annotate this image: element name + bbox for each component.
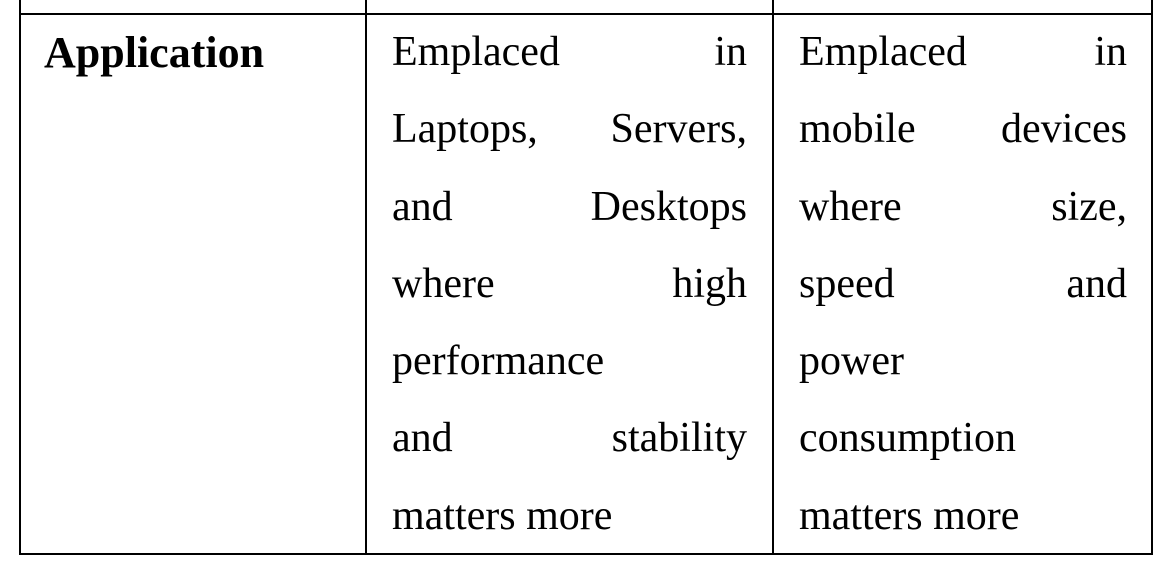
- text-line: Laptops, Servers,: [392, 91, 747, 168]
- text-word: Laptops,: [392, 106, 538, 153]
- text-word: and: [392, 415, 453, 462]
- text-line: mobile devices: [799, 91, 1127, 168]
- text-line: and stability: [392, 400, 747, 477]
- row-divider: [19, 13, 1153, 15]
- text-line: where size,: [799, 169, 1127, 246]
- text-word: Emplaced: [392, 29, 560, 75]
- text-word: Desktops: [590, 183, 747, 230]
- text-word: high: [672, 260, 747, 307]
- text-word: stability: [611, 415, 747, 462]
- text-word: devices: [1001, 106, 1127, 153]
- text-word: where: [392, 260, 495, 307]
- column-divider-2: [772, 0, 774, 555]
- table-frame: [19, 0, 1153, 555]
- text-word: Servers,: [610, 106, 747, 153]
- text-line: where high: [392, 246, 747, 323]
- text-word: consumption: [799, 415, 1016, 462]
- text-word: performance: [392, 338, 605, 385]
- text-word: mobile: [799, 106, 916, 153]
- column-divider-1: [365, 0, 367, 555]
- text-word: matters more: [799, 492, 1020, 539]
- text-word: where: [799, 183, 902, 230]
- text-line: performance: [392, 323, 747, 400]
- text-line: power: [799, 323, 1127, 400]
- text-word: in: [1094, 29, 1127, 75]
- text-word: and: [1066, 260, 1127, 307]
- text-line: and Desktops: [392, 169, 747, 246]
- text-word: power: [799, 338, 904, 385]
- text-word: in: [714, 29, 747, 75]
- text-line: matters more: [392, 478, 747, 555]
- row-label-application: Application: [44, 28, 265, 77]
- text-word: matters more: [392, 492, 613, 539]
- text-line: Emplaced in: [392, 14, 747, 91]
- text-word: Emplaced: [799, 29, 967, 75]
- text-line: Emplaced in: [799, 14, 1127, 91]
- text-word: and: [392, 183, 453, 230]
- cell-mobile-application: Emplaced in mobile devices where size, speed an…: [799, 14, 1127, 555]
- text-line: matters more: [799, 478, 1127, 555]
- text-line: consumption: [799, 400, 1127, 477]
- cell-desktop-application: Emplaced in Laptops, Servers, and Desktops whe…: [392, 14, 747, 555]
- text-line: speed and: [799, 246, 1127, 323]
- text-word: size,: [1051, 183, 1127, 230]
- text-word: speed: [799, 260, 895, 307]
